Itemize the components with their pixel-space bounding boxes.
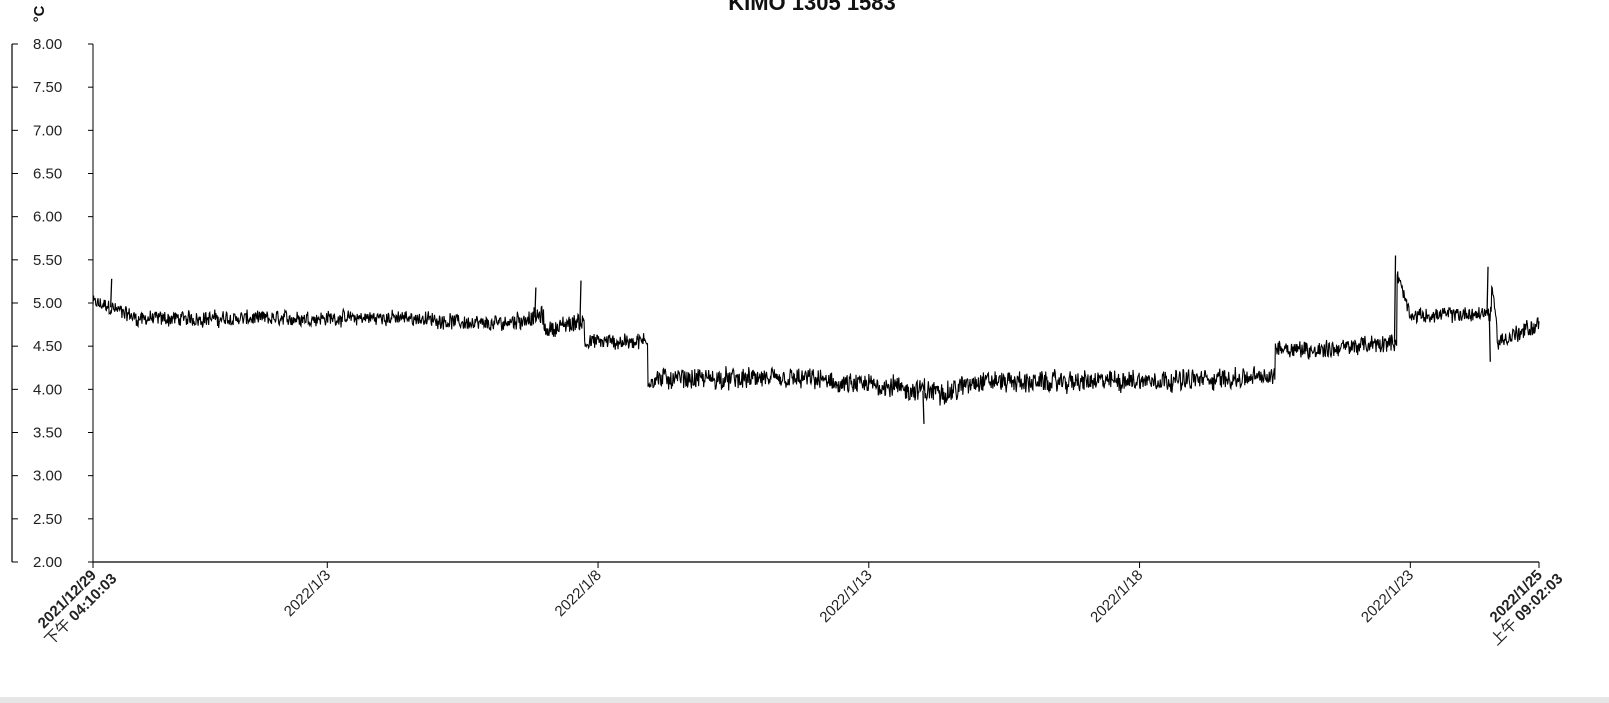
y-tick-label: 2.50 bbox=[33, 511, 62, 528]
chart-title: KIMO 1305 1583 bbox=[728, 0, 896, 15]
x-tick-label-date: 2022/1/18 bbox=[1087, 567, 1146, 626]
plot-area bbox=[92, 255, 1540, 424]
y-tick-label: 2.00 bbox=[33, 554, 62, 571]
y-tick-label: 3.50 bbox=[33, 425, 62, 442]
y-tick-label: 5.50 bbox=[33, 252, 62, 269]
bottom-scrollbar-strip bbox=[0, 697, 1609, 703]
y-tick-label: 8.00 bbox=[33, 36, 62, 53]
y-tick-label: 3.00 bbox=[33, 468, 62, 485]
x-tick-label: 2022/1/3 bbox=[281, 567, 334, 620]
y-tick-label: 4.50 bbox=[33, 338, 62, 355]
y-tick-label: 6.00 bbox=[33, 209, 62, 226]
x-tick-label-date: 2022/1/3 bbox=[281, 567, 334, 620]
temperature-series-line bbox=[92, 271, 1540, 406]
y-tick-label: 4.00 bbox=[33, 381, 62, 398]
x-tick-label: 2022/1/8 bbox=[552, 567, 605, 620]
temperature-spike bbox=[579, 280, 582, 322]
x-tick-label: 2022/1/13 bbox=[816, 567, 875, 626]
x-tick-label-date: 2022/1/8 bbox=[552, 567, 605, 620]
y-tick-label: 6.50 bbox=[33, 166, 62, 183]
x-tick-label-date: 2022/1/23 bbox=[1358, 567, 1417, 626]
temperature-spike bbox=[922, 390, 925, 424]
y-tick-label: 7.00 bbox=[33, 122, 62, 139]
x-tick-label: 2022/1/23 bbox=[1358, 567, 1417, 626]
y-axis-unit-label: °C bbox=[31, 5, 48, 22]
y-tick-label: 5.00 bbox=[33, 295, 62, 312]
temperature-spike bbox=[110, 278, 113, 308]
temperature-spike bbox=[1486, 266, 1489, 314]
temperature-spike bbox=[534, 287, 537, 318]
x-tick-label: 2022/1/18 bbox=[1087, 567, 1146, 626]
x-tick-label-date: 2022/1/13 bbox=[816, 567, 875, 626]
temperature-spike bbox=[1393, 255, 1397, 343]
temperature-spike bbox=[1488, 313, 1491, 362]
y-tick-label: 7.50 bbox=[33, 79, 62, 96]
